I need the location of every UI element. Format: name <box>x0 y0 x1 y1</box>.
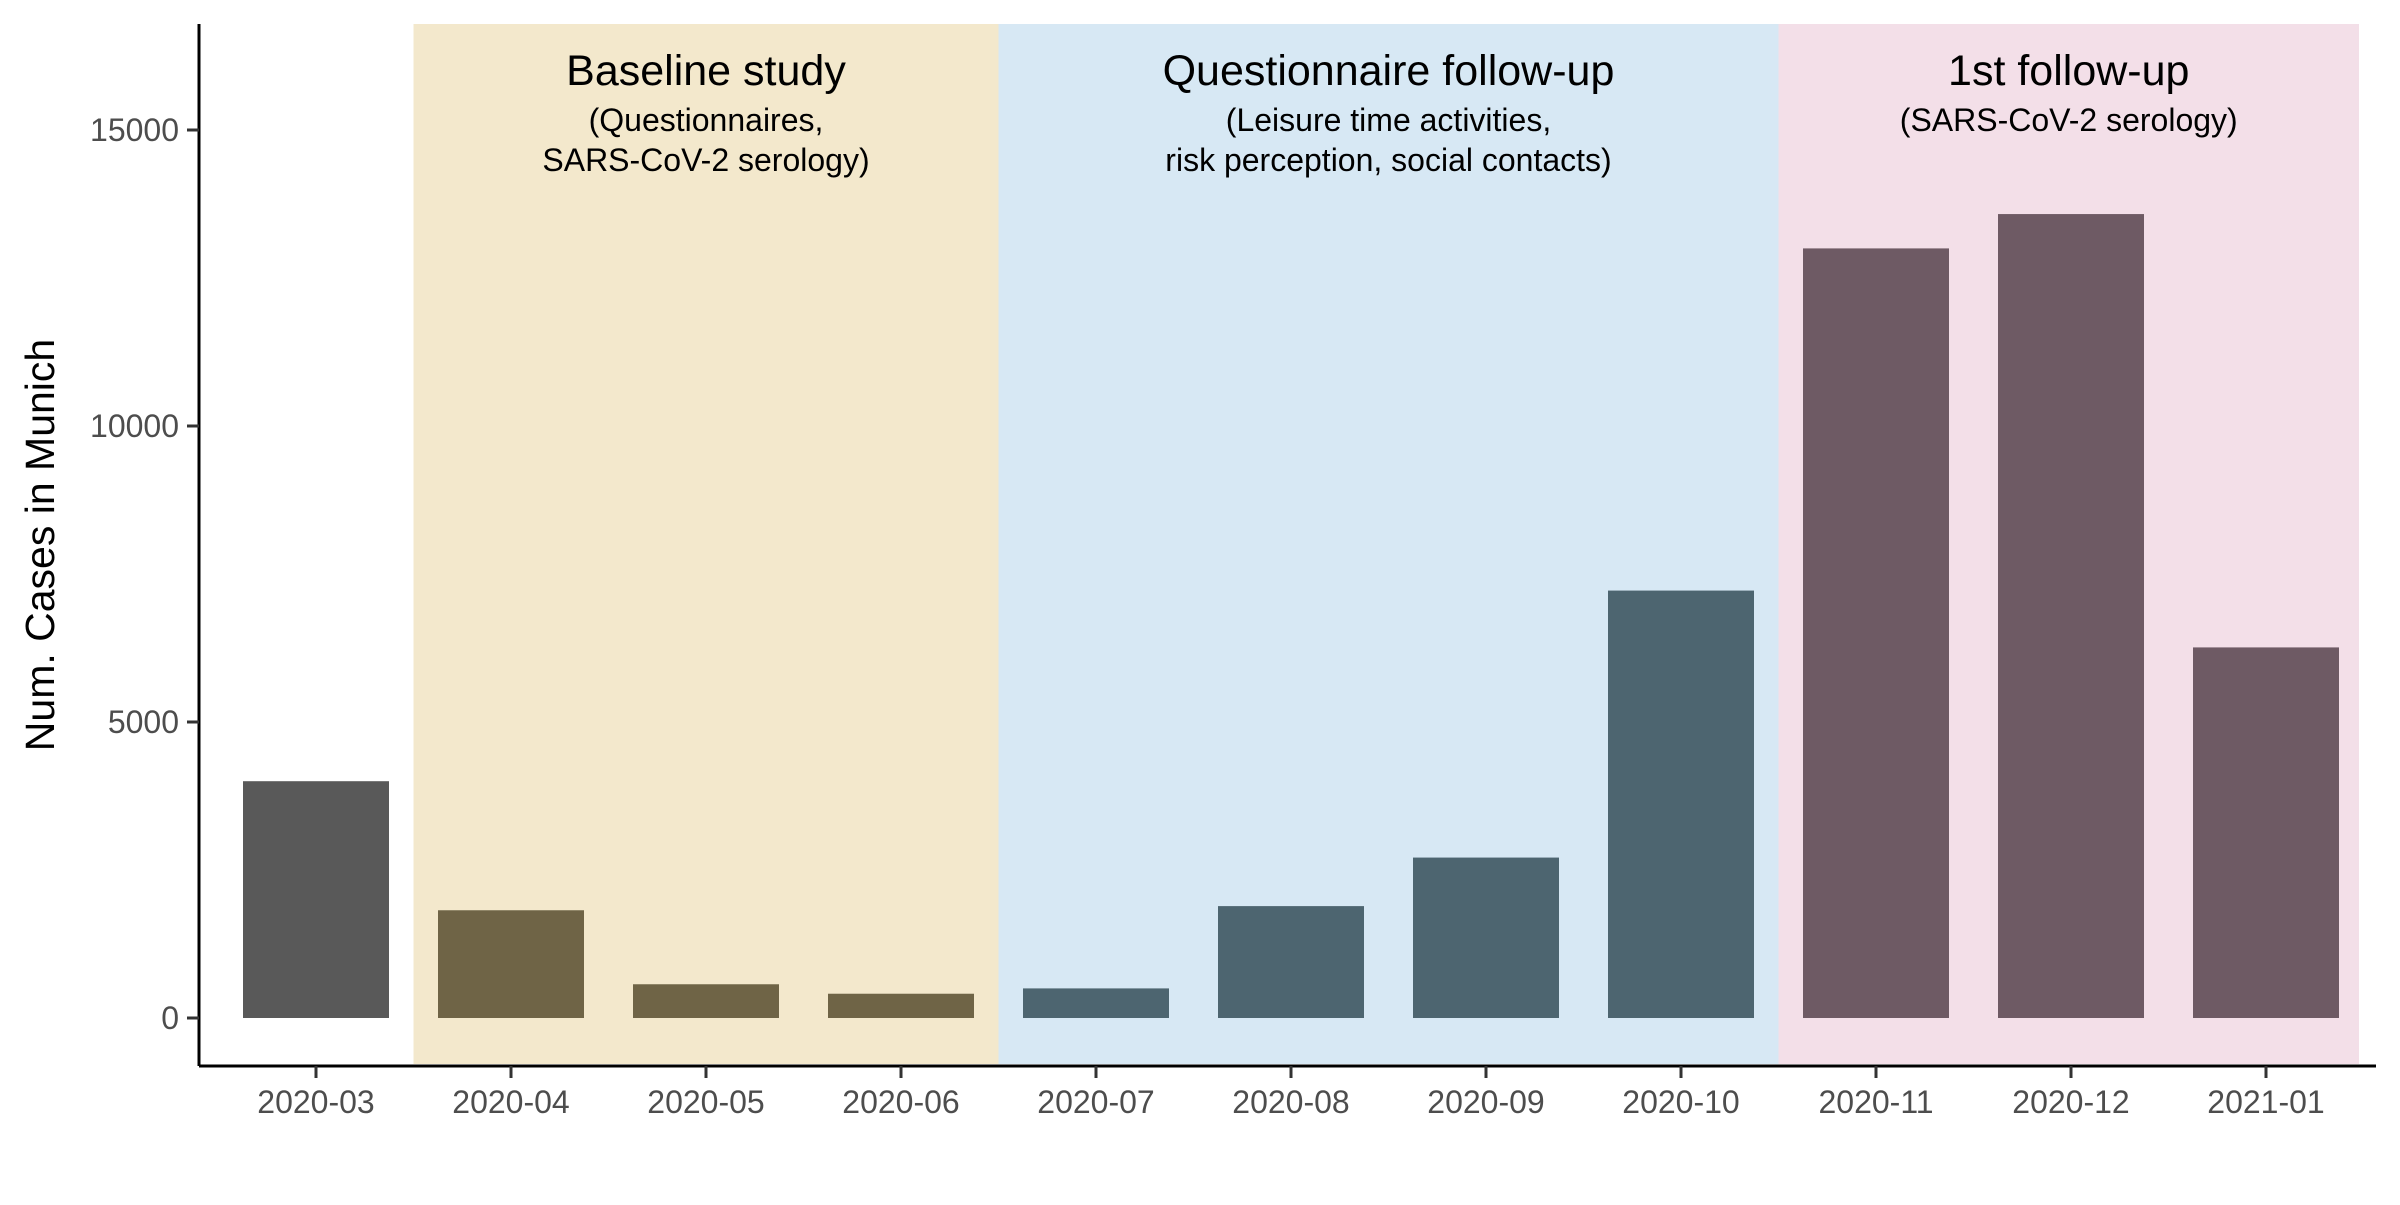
bar-2021-01 <box>2193 647 2339 1018</box>
phase-subtitle-2-line-1: (Leisure time activities, <box>1226 102 1551 138</box>
phase-subtitle-1-line-2: SARS-CoV-2 serology) <box>542 142 869 178</box>
x-tick-label-2020-08: 2020-08 <box>1232 1084 1349 1120</box>
x-tick-label-2020-10: 2020-10 <box>1622 1084 1739 1120</box>
phase-title-1: Baseline study <box>566 47 846 95</box>
x-tick-label-2020-12: 2020-12 <box>2012 1084 2129 1120</box>
y-axis-title: Num. Cases in Munich <box>17 339 63 751</box>
x-tick-label-2020-03: 2020-03 <box>257 1084 374 1120</box>
x-tick-label-2020-09: 2020-09 <box>1427 1084 1544 1120</box>
y-tick-label-15000: 15000 <box>90 112 179 148</box>
x-tick-label-2021-01: 2021-01 <box>2207 1084 2324 1120</box>
bar-2020-08 <box>1218 906 1364 1018</box>
x-tick-label-2020-06: 2020-06 <box>842 1084 959 1120</box>
bar-2020-03 <box>243 781 389 1018</box>
bar-2020-12 <box>1998 214 2144 1019</box>
x-tick-label-2020-05: 2020-05 <box>647 1084 764 1120</box>
bars <box>243 214 2339 1019</box>
phase-title-3: 1st follow-up <box>1948 47 2189 95</box>
bar-2020-11 <box>1803 248 1949 1018</box>
phase-band-1 <box>413 24 999 1064</box>
bar-2020-10 <box>1608 590 1754 1018</box>
phase-subtitle-3-line-1: (SARS-CoV-2 serology) <box>1900 102 2238 138</box>
bar-2020-07 <box>1023 988 1169 1018</box>
ticks: 0 5000 10000 15000 2020-03 2020-04 2020-05 2020… <box>90 112 2325 1120</box>
bar-2020-06 <box>828 993 974 1018</box>
y-tick-label-5000: 5000 <box>108 704 179 740</box>
phase-subtitle-1-line-1: (Questionnaires, <box>589 102 824 138</box>
bar-2020-09 <box>1413 857 1559 1018</box>
axes <box>197 24 2376 1068</box>
bar-2020-05 <box>633 984 779 1018</box>
bar-2020-04 <box>438 910 584 1018</box>
x-tick-label-2020-11: 2020-11 <box>1818 1084 1933 1120</box>
y-tick-label-10000: 10000 <box>90 408 179 444</box>
x-tick-label-2020-07: 2020-07 <box>1037 1084 1154 1120</box>
x-tick-label-2020-04: 2020-04 <box>452 1084 569 1120</box>
y-tick-label-0: 0 <box>161 1000 179 1036</box>
phase-subtitle-2-line-2: risk perception, social contacts) <box>1165 142 1611 178</box>
phase-title-2: Questionnaire follow-up <box>1163 47 1615 95</box>
